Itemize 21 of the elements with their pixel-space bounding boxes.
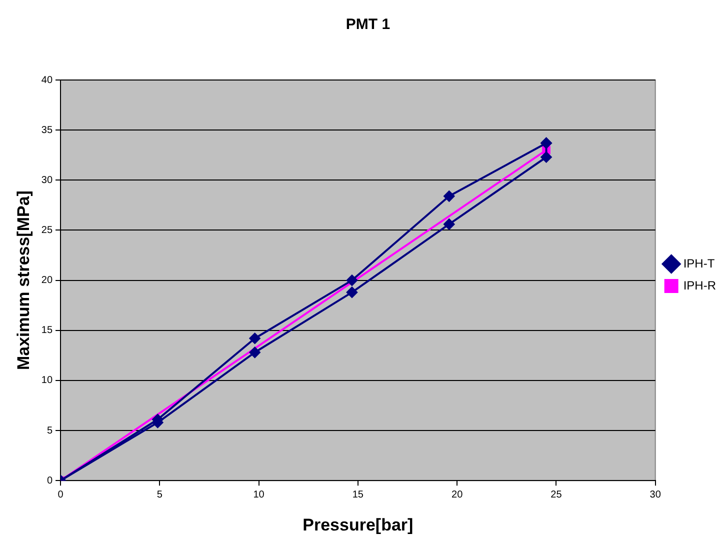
x-tick-label: 5 — [156, 489, 163, 500]
chart-title: PMT 1 — [346, 16, 390, 34]
y-tick-label: 10 — [41, 375, 53, 386]
y-axis-title: Maximum stress[MPa] — [14, 190, 33, 370]
y-tick-label: 0 — [46, 475, 53, 486]
y-tick-label: 25 — [41, 224, 53, 236]
legend-label: IPH-R — [683, 278, 716, 292]
y-tick-label: 15 — [41, 325, 53, 336]
x-tick-label: 20 — [452, 489, 464, 500]
legend-label: IPH-T — [683, 256, 716, 270]
x-tick-label: 15 — [352, 489, 364, 500]
x-tick-label: 0 — [58, 489, 64, 500]
x-tick-label: 10 — [253, 489, 265, 500]
y-tick-label: 20 — [41, 275, 53, 286]
x-tick-label: 25 — [550, 489, 562, 500]
x-axis-title: Pressure[bar] — [302, 515, 414, 534]
y-tick-label: 35 — [41, 124, 53, 136]
y-tick-label: 30 — [41, 174, 53, 186]
y-tick-label: 5 — [46, 425, 53, 436]
x-tick-label: 30 — [650, 489, 662, 500]
y-tick-label: 40 — [41, 74, 53, 86]
